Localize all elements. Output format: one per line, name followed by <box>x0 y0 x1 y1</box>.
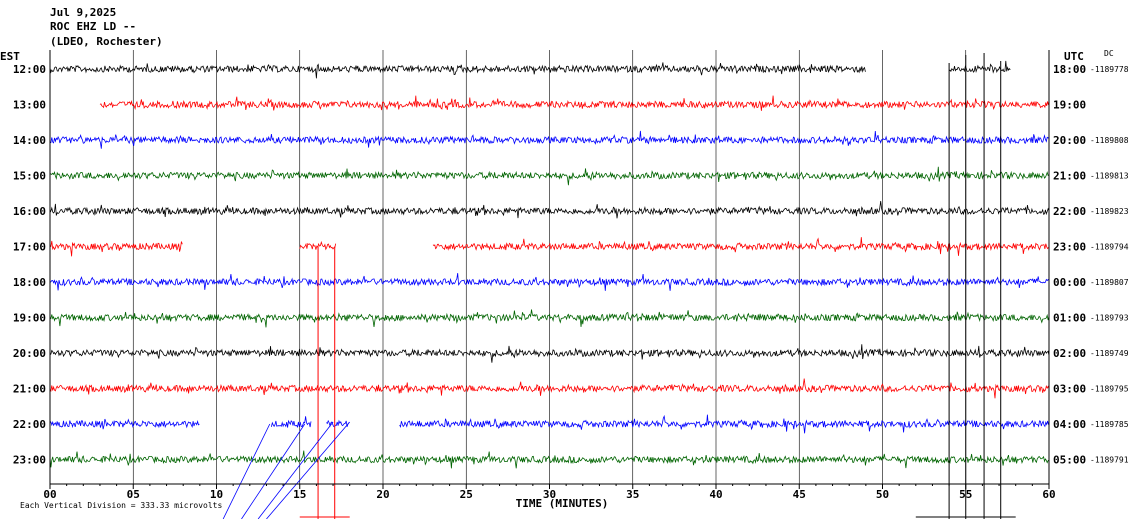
est-hour-label: 15:00 <box>13 170 46 183</box>
utc-hour-label: 18:00 <box>1053 63 1086 76</box>
glitch-line <box>257 421 334 519</box>
trace-segment <box>49 240 183 257</box>
header-date: Jul 9,2025 <box>50 6 116 19</box>
dc-offset-label: -1189785 <box>1090 420 1129 429</box>
dc-offset-label: -1189813 <box>1090 172 1129 181</box>
trace-segment <box>399 414 1049 434</box>
utc-hour-labels: 18:00 -1189778 19:00 20:00 -1189808 21:00 -118… <box>1053 63 1129 467</box>
utc-hour-label: 19:00 <box>1053 99 1086 112</box>
est-hour-label: 19:00 <box>13 312 46 325</box>
dc-offset-label: -1189808 <box>1090 136 1129 145</box>
est-hour-label: 12:00 <box>13 63 46 76</box>
x-tick-label: 00 <box>43 488 56 501</box>
x-tick-label: 30 <box>543 488 556 501</box>
minute-grid <box>49 50 1050 484</box>
x-tick-label: 40 <box>709 488 722 501</box>
est-hour-label: 13:00 <box>13 99 46 112</box>
utc-hour-label: 04:00 <box>1053 418 1086 431</box>
est-hour-label: 16:00 <box>13 205 46 218</box>
dc-offset-label: -1189791 <box>1090 456 1129 465</box>
glitch-line <box>266 421 351 519</box>
trace-segment <box>49 450 1050 469</box>
dc-offset-label: -1189778 <box>1090 65 1129 74</box>
dc-offset-label: -1189794 <box>1090 243 1129 252</box>
dc-offset-label: -1189807 <box>1090 278 1129 287</box>
utc-hour-label: 00:00 <box>1053 276 1086 289</box>
x-tick-label: 55 <box>959 488 972 501</box>
trace-segment <box>49 201 1050 219</box>
est-hour-labels: 12:00 13:00 14:00 15:00 16:00 17:00 18:00 19:00… <box>13 63 46 467</box>
x-tick-label: 50 <box>876 488 889 501</box>
utc-hour-label: 23:00 <box>1053 241 1086 254</box>
left-axis-label: EST <box>0 50 20 63</box>
trace-segment <box>271 416 312 428</box>
est-hour-label: 23:00 <box>13 454 46 467</box>
footer-note: Each Vertical Division = 333.33 microvol… <box>20 501 222 510</box>
trace-segment <box>49 166 1050 186</box>
est-hour-label: 18:00 <box>13 276 46 289</box>
right-axis-label: UTC <box>1064 50 1084 63</box>
glitch-line <box>222 423 271 519</box>
utc-hour-label: 01:00 <box>1053 312 1086 325</box>
utc-hour-label: 21:00 <box>1053 170 1086 183</box>
dc-offset-label: -1189795 <box>1090 385 1129 394</box>
est-hour-label: 14:00 <box>13 134 46 147</box>
x-tick-label: 35 <box>626 488 639 501</box>
x-tick-label: 25 <box>460 488 473 501</box>
trace-segment <box>49 344 1050 363</box>
trace-segment <box>49 378 1050 399</box>
x-axis-title: TIME (MINUTES) <box>516 497 609 510</box>
trace-segment <box>49 273 1050 291</box>
dc-offset-label: -1189793 <box>1090 314 1129 323</box>
est-hour-label: 21:00 <box>13 383 46 396</box>
est-hour-label: 20:00 <box>13 347 46 360</box>
trace-segment <box>49 309 1050 328</box>
header-network: (LDEO, Rochester) <box>50 35 163 48</box>
est-hour-label: 17:00 <box>13 241 46 254</box>
trace-segment <box>49 130 1050 149</box>
utc-hour-label: 02:00 <box>1053 347 1086 360</box>
utc-hour-label: 05:00 <box>1053 454 1086 467</box>
trace-segment <box>49 62 866 79</box>
dc-offset-label: -1189823 <box>1090 207 1129 216</box>
seismic-traces <box>49 60 1050 469</box>
x-tick-label: 05 <box>127 488 140 501</box>
utc-hour-label: 03:00 <box>1053 383 1086 396</box>
trace-segment <box>49 418 200 430</box>
x-tick-label: 15 <box>293 488 306 501</box>
x-tick-labels: 00 05 10 15 20 25 30 35 40 45 50 55 60 <box>43 484 1056 501</box>
header-station: ROC EHZ LD -- <box>50 20 136 33</box>
x-tick-label: 20 <box>376 488 389 501</box>
utc-hour-label: 20:00 <box>1053 134 1086 147</box>
clipped-spikes <box>222 53 1016 519</box>
trace-segment <box>432 237 1049 256</box>
trace-segment <box>99 95 1049 111</box>
trace-segment <box>948 60 1011 74</box>
glitch-line <box>241 423 306 519</box>
dc-offset-label: -1189749 <box>1090 349 1129 358</box>
utc-hour-label: 22:00 <box>1053 205 1086 218</box>
est-hour-label: 22:00 <box>13 418 46 431</box>
x-tick-label: 45 <box>793 488 806 501</box>
x-tick-label: 10 <box>210 488 223 501</box>
dc-label: DC <box>1104 49 1114 58</box>
x-tick-label: 60 <box>1042 488 1055 501</box>
